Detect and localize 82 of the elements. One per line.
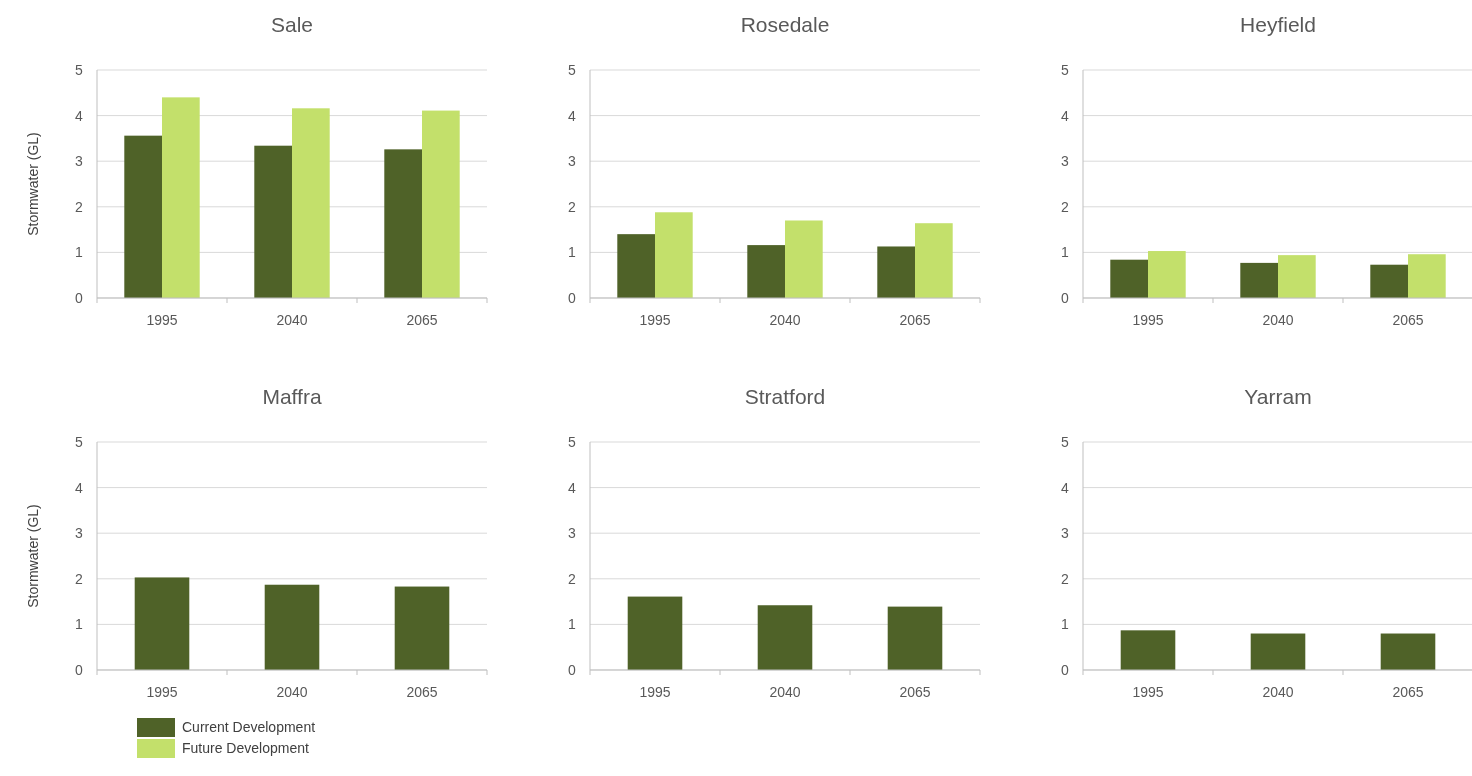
x-tick-label: 2040	[276, 684, 308, 700]
y-tick-label: 2	[1061, 198, 1070, 215]
x-tick-label: 2040	[769, 684, 801, 700]
x-tick-label: 2065	[406, 312, 438, 328]
y-tick-label: 4	[1061, 107, 1070, 124]
y-tick-label: 3	[568, 153, 577, 170]
bar	[877, 246, 915, 298]
y-tick-label: 0	[568, 290, 577, 306]
bar	[747, 245, 785, 298]
y-tick-label: 5	[568, 434, 577, 450]
y-tick-label: 3	[1061, 153, 1070, 170]
y-tick-label: 5	[568, 62, 577, 78]
y-tick-label: 4	[568, 479, 577, 496]
x-tick-label: 2065	[1392, 684, 1424, 700]
y-tick-label: 2	[568, 570, 577, 587]
x-tick-label: 1995	[1132, 684, 1164, 700]
y-axis-title: Stormwater (GL)	[25, 132, 41, 236]
y-tick-label: 1	[1061, 616, 1070, 633]
y-axis-title: Stormwater (GL)	[25, 504, 41, 608]
x-tick-label: 2040	[1262, 684, 1294, 700]
y-tick-label: 0	[1061, 662, 1070, 678]
chart-title: Rosedale	[740, 13, 830, 36]
bar	[384, 149, 422, 298]
y-tick-label: 4	[75, 107, 84, 124]
chart-title: Heyfield	[1240, 13, 1316, 36]
y-tick-label: 5	[1061, 434, 1070, 450]
y-tick-label: 3	[75, 525, 84, 542]
bar	[887, 606, 943, 670]
bar	[757, 605, 813, 670]
x-tick-label: 2040	[1262, 312, 1294, 328]
chart-title: Maffra	[262, 385, 322, 408]
y-tick-label: 5	[75, 434, 84, 450]
x-tick-label: 1995	[1132, 312, 1164, 328]
chart-title: Yarram	[1244, 385, 1312, 408]
y-tick-label: 2	[568, 198, 577, 215]
bar	[292, 108, 330, 298]
y-tick-label: 3	[1061, 525, 1070, 542]
y-tick-label: 2	[75, 570, 84, 587]
bar	[254, 145, 292, 298]
y-tick-label: 0	[1061, 290, 1070, 306]
y-tick-label: 0	[568, 662, 577, 678]
bar	[264, 584, 320, 670]
y-tick-label: 4	[1061, 479, 1070, 496]
y-tick-label: 1	[1061, 244, 1070, 261]
y-tick-label: 0	[75, 290, 84, 306]
bar	[124, 135, 162, 298]
y-tick-label: 2	[1061, 570, 1070, 587]
legend-label: Future Development	[182, 740, 309, 756]
chart-title: Sale	[270, 13, 314, 36]
bar	[134, 577, 190, 670]
bar	[915, 223, 953, 298]
y-tick-label: 3	[75, 153, 84, 170]
y-tick-label: 4	[75, 479, 84, 496]
x-tick-label: 1995	[639, 684, 671, 700]
x-tick-label: 2040	[769, 312, 801, 328]
y-tick-label: 5	[75, 62, 84, 78]
bar	[655, 212, 693, 298]
bar	[627, 596, 683, 670]
x-tick-label: 2065	[899, 684, 931, 700]
bar	[394, 586, 450, 670]
y-tick-label: 3	[568, 525, 577, 542]
y-tick-label: 4	[568, 107, 577, 124]
y-tick-label: 2	[75, 198, 84, 215]
bar	[422, 110, 460, 298]
x-tick-label: 2065	[406, 684, 438, 700]
legend-label: Current Development	[182, 719, 316, 735]
bar	[617, 234, 655, 298]
chart-title: Stratford	[744, 385, 826, 408]
y-tick-label: 5	[1061, 62, 1070, 78]
bar	[785, 220, 823, 298]
x-tick-label: 2065	[1392, 312, 1424, 328]
x-tick-label: 1995	[639, 312, 671, 328]
x-tick-label: 2065	[899, 312, 931, 328]
x-tick-label: 1995	[146, 312, 178, 328]
y-tick-label: 1	[568, 244, 577, 261]
bar	[162, 97, 200, 298]
y-tick-label: 0	[75, 662, 84, 678]
x-tick-label: 2040	[276, 312, 308, 328]
y-tick-label: 1	[75, 616, 84, 633]
x-tick-label: 1995	[146, 684, 178, 700]
y-tick-label: 1	[75, 244, 84, 261]
y-tick-label: 1	[568, 616, 577, 633]
